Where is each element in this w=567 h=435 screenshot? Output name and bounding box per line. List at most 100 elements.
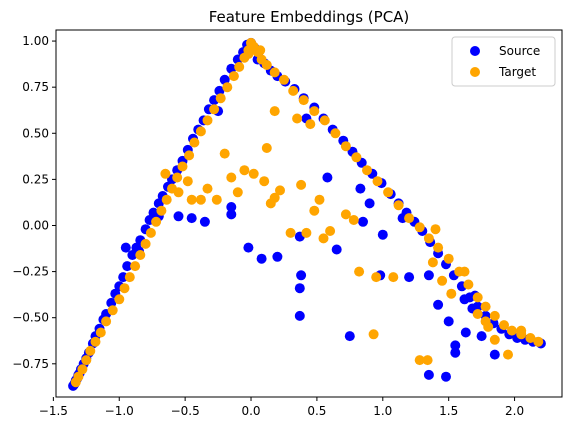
point-target-49 bbox=[383, 187, 393, 197]
point-target-85 bbox=[296, 180, 306, 190]
point-target-95 bbox=[423, 355, 433, 365]
point-source-96 bbox=[322, 173, 332, 183]
x-tick-label: 0.5 bbox=[307, 404, 326, 418]
point-target-98 bbox=[446, 289, 456, 299]
point-source-94 bbox=[295, 283, 305, 293]
point-source-103 bbox=[424, 270, 434, 280]
point-target-50 bbox=[394, 200, 404, 210]
point-target-76 bbox=[239, 165, 249, 175]
point-target-2 bbox=[77, 364, 87, 374]
point-source-95 bbox=[295, 311, 305, 321]
y-tick-label: −0.25 bbox=[12, 265, 49, 279]
point-target-90 bbox=[354, 267, 364, 277]
point-target-69 bbox=[187, 195, 197, 205]
point-target-109 bbox=[292, 114, 302, 124]
point-target-71 bbox=[203, 184, 213, 194]
point-target-65 bbox=[533, 337, 543, 347]
point-target-24 bbox=[196, 126, 206, 136]
point-target-30 bbox=[234, 62, 244, 72]
point-target-46 bbox=[351, 152, 361, 162]
x-tick-label: −1.0 bbox=[105, 404, 134, 418]
point-source-91 bbox=[272, 252, 282, 262]
point-source-112 bbox=[461, 328, 471, 338]
point-target-48 bbox=[373, 176, 383, 186]
point-target-11 bbox=[125, 272, 135, 282]
point-target-27 bbox=[216, 93, 226, 103]
point-target-23 bbox=[189, 138, 199, 148]
y-tick-label: −0.75 bbox=[12, 357, 49, 371]
point-target-80 bbox=[275, 185, 285, 195]
point-source-93 bbox=[296, 270, 306, 280]
point-target-37 bbox=[262, 60, 272, 70]
x-tick-label: −0.5 bbox=[171, 404, 200, 418]
legend-label-target: Target bbox=[498, 65, 536, 79]
chart-title: Feature Embeddings (PCA) bbox=[209, 8, 410, 26]
point-target-103 bbox=[516, 326, 526, 336]
point-target-106 bbox=[270, 106, 280, 116]
point-source-105 bbox=[444, 316, 454, 326]
point-target-42 bbox=[309, 106, 319, 116]
point-target-18 bbox=[162, 195, 172, 205]
point-target-81 bbox=[286, 228, 296, 238]
legend: Source Target bbox=[452, 37, 555, 86]
point-source-104 bbox=[433, 300, 443, 310]
point-target-97 bbox=[437, 276, 447, 286]
point-target-26 bbox=[209, 104, 219, 114]
point-target-38 bbox=[270, 67, 280, 77]
point-target-13 bbox=[135, 250, 145, 260]
point-source-85 bbox=[187, 213, 197, 223]
point-target-51 bbox=[404, 213, 414, 223]
point-target-99 bbox=[460, 267, 470, 277]
point-target-10 bbox=[120, 283, 130, 293]
point-target-40 bbox=[288, 86, 298, 96]
point-target-12 bbox=[130, 261, 140, 271]
point-target-91 bbox=[371, 272, 381, 282]
point-source-97 bbox=[332, 245, 342, 255]
y-tick-label: 1.00 bbox=[22, 34, 49, 48]
point-target-20 bbox=[172, 173, 182, 183]
point-target-28 bbox=[222, 82, 232, 92]
point-target-84 bbox=[315, 195, 325, 205]
series-source bbox=[68, 38, 546, 391]
point-target-5 bbox=[91, 337, 101, 347]
point-target-14 bbox=[141, 239, 151, 249]
point-target-58 bbox=[473, 292, 483, 302]
point-target-93 bbox=[388, 272, 398, 282]
point-target-68 bbox=[183, 176, 193, 186]
point-target-25 bbox=[203, 115, 213, 125]
y-tick-label: 0.25 bbox=[22, 172, 49, 186]
point-target-52 bbox=[415, 222, 425, 232]
legend-marker-target bbox=[470, 67, 480, 77]
point-source-81 bbox=[121, 243, 131, 253]
point-target-15 bbox=[146, 228, 156, 238]
point-target-78 bbox=[259, 176, 269, 186]
point-target-75 bbox=[233, 187, 243, 197]
legend-marker-source bbox=[470, 46, 480, 56]
point-target-41 bbox=[299, 95, 309, 105]
plot-points bbox=[68, 38, 546, 391]
point-source-116 bbox=[378, 230, 388, 240]
x-tick-label: −1.5 bbox=[39, 404, 68, 418]
point-target-7 bbox=[101, 316, 111, 326]
point-source-114 bbox=[490, 350, 500, 360]
point-target-22 bbox=[184, 150, 194, 160]
point-target-110 bbox=[305, 119, 315, 129]
x-tick-label: 0.0 bbox=[241, 404, 260, 418]
point-target-107 bbox=[243, 49, 253, 59]
y-tick-label: 0.50 bbox=[22, 126, 49, 140]
point-target-105 bbox=[262, 143, 272, 153]
y-tick-label: 0.75 bbox=[22, 80, 49, 94]
point-target-54 bbox=[433, 243, 443, 253]
point-target-29 bbox=[229, 71, 239, 81]
point-target-17 bbox=[156, 206, 166, 216]
point-target-66 bbox=[160, 169, 170, 179]
point-source-98 bbox=[355, 184, 365, 194]
x-axis: −1.5 −1.0 −0.5 0.0 0.5 1.0 1.5 2.0 bbox=[39, 397, 524, 418]
point-target-73 bbox=[220, 149, 230, 159]
point-target-101 bbox=[490, 335, 500, 345]
point-target-16 bbox=[151, 217, 161, 227]
point-source-113 bbox=[477, 331, 487, 341]
point-target-67 bbox=[174, 187, 184, 197]
point-source-89 bbox=[243, 243, 253, 253]
